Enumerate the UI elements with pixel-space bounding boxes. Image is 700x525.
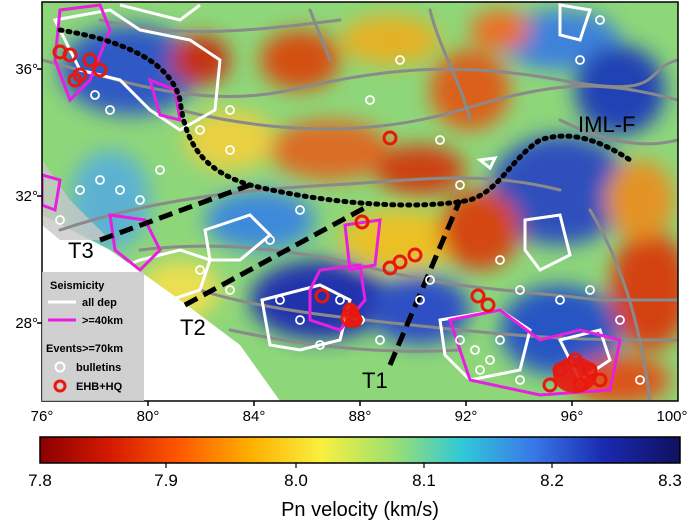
x-tick-label: 96°	[561, 408, 584, 425]
colorbar-tick-label: 8.2	[540, 471, 564, 490]
y-tick-label: 36°	[15, 61, 38, 78]
x-tick-label: 80°	[137, 408, 160, 425]
colorbar-tick-label: 7.9	[154, 471, 178, 490]
velocity-map	[42, 2, 678, 401]
seismicity-40km-contours	[42, 3, 622, 397]
bulletin-events	[55, 15, 645, 385]
label-t1: T1	[362, 368, 388, 393]
legend: Seismicity all dep >=40km Events>=70km b…	[42, 272, 144, 401]
ehb-hq-cluster	[344, 304, 597, 393]
x-tick-label: 76°	[31, 408, 54, 425]
colorbar-tick-labels: 7.8 7.9 8.0 8.1 8.2 8.3	[28, 471, 682, 490]
y-tick-label: 28°	[15, 315, 38, 332]
colorbar	[39, 436, 681, 464]
x-ticks	[147, 401, 573, 406]
legend-ehb-hq: EHB+HQ	[76, 381, 123, 393]
legend-bulletins: bulletins	[76, 362, 121, 374]
label-iml-f: IML-F	[578, 112, 635, 137]
seismicity-all-depth-contours	[52, 3, 612, 383]
x-tick-label: 92°	[455, 408, 478, 425]
colorbar-tick-label: 8.0	[284, 471, 308, 490]
x-tick-label: 84°	[243, 408, 266, 425]
x-tick-label: 88°	[349, 408, 372, 425]
iml-f-boundary	[57, 27, 633, 208]
x-tick-labels: 76° 80° 84° 88° 92° 96° 100°	[31, 408, 688, 425]
y-tick-label: 32°	[15, 188, 38, 205]
colorbar-tick-label: 8.3	[658, 471, 682, 490]
legend-40km: >=40km	[82, 315, 123, 327]
x-tick-label: 100°	[656, 408, 687, 425]
colorbar-title: Pn velocity (km/s)	[281, 499, 439, 521]
legend-events-title: Events>=70km	[46, 343, 123, 355]
colorbar-ticks	[165, 463, 553, 468]
legend-all-dep: all dep	[82, 297, 117, 309]
y-ticks	[37, 68, 42, 324]
fault-lines	[42, 8, 678, 401]
label-t3: T3	[68, 238, 94, 263]
profile-lines	[99, 182, 463, 366]
label-t2: T2	[180, 315, 206, 340]
colorbar-tick-label: 8.1	[412, 471, 436, 490]
legend-seismicity-title: Seismicity	[50, 280, 105, 292]
y-tick-labels: 36° 32° 28°	[15, 61, 38, 332]
colorbar-tick-label: 7.8	[28, 471, 52, 490]
